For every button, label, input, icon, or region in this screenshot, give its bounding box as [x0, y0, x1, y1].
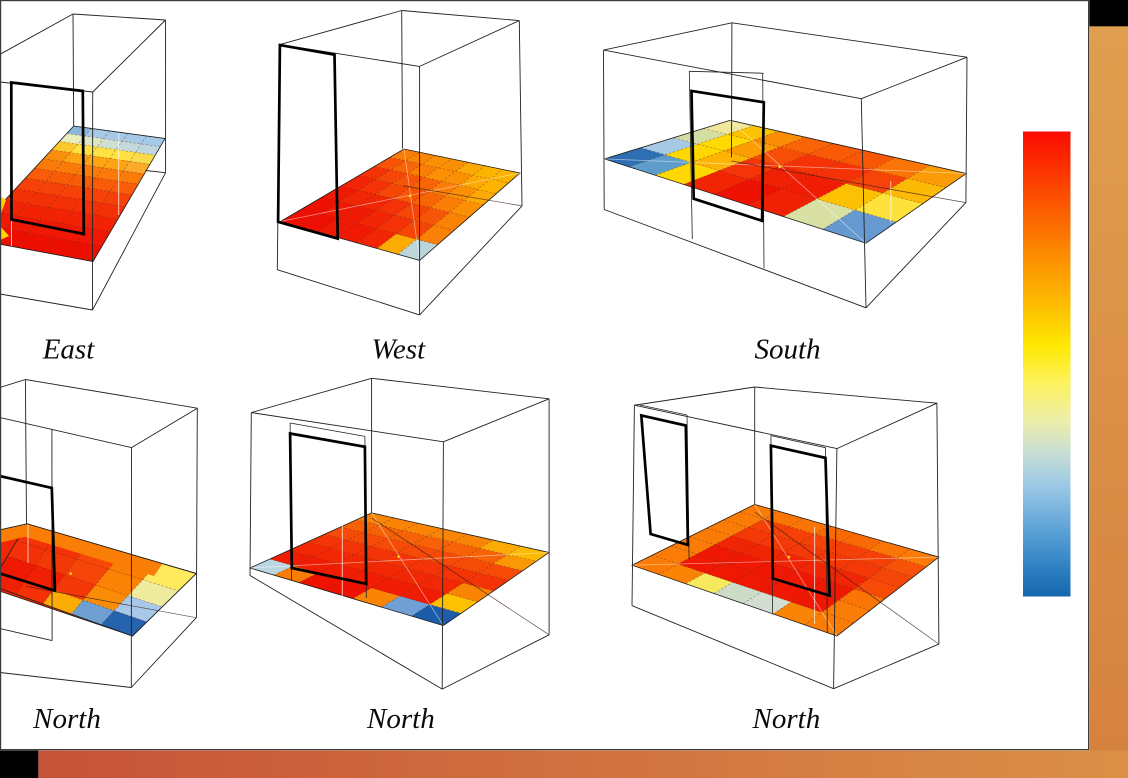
- svg-text:North: North: [32, 703, 101, 735]
- svg-text:North: North: [752, 703, 821, 735]
- svg-text:East: East: [42, 334, 96, 366]
- svg-text:North: North: [366, 703, 435, 735]
- svg-text:West: West: [371, 334, 426, 366]
- svg-text:South: South: [754, 334, 820, 366]
